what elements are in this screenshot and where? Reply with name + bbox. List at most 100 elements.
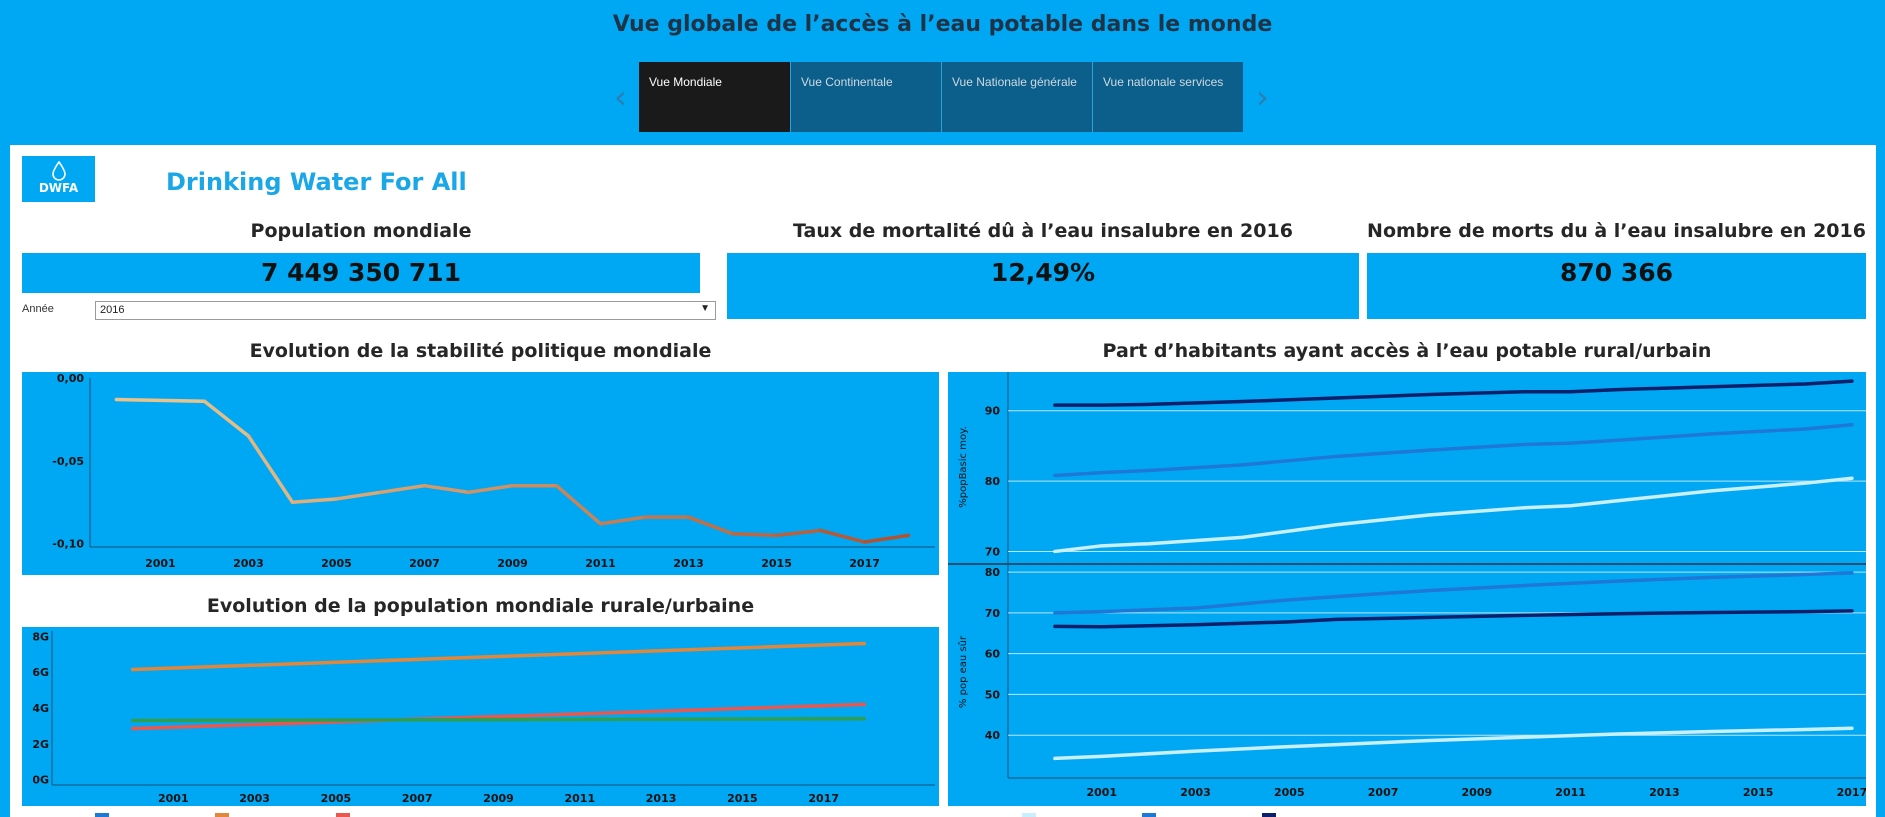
- stability-line-segment: [774, 528, 823, 538]
- tab-vue-continentale[interactable]: Vue Continentale: [790, 62, 941, 132]
- population-series-line: [130, 641, 867, 672]
- stability-line-segment: [598, 515, 647, 526]
- tab-vue-mondiale[interactable]: Vue Mondiale: [639, 62, 790, 132]
- x-tick-label: 2005: [321, 557, 352, 570]
- y-axis-title: %popBasic moy.: [958, 426, 969, 508]
- stability-line-segment: [862, 533, 911, 544]
- stability-chart: 0,00 -0,05 -0,10 2001 2003 2005 2007 2009 2011 20…: [22, 372, 939, 575]
- x-tick-label: 2009: [1462, 786, 1493, 799]
- stability-line-segment: [202, 399, 251, 438]
- kpi-mortality-title: Taux de mortalité dû à l’eau insalubre e…: [793, 220, 1293, 242]
- x-tick-label: 2007: [402, 792, 433, 805]
- brand-name: Drinking Water For All: [166, 168, 467, 196]
- x-tick-label: 2017: [808, 792, 839, 805]
- kpi-population-value: 7 449 350 711: [22, 253, 700, 293]
- y-tick-label: 80: [985, 475, 1001, 488]
- kpi-population-title: Population mondiale: [250, 220, 472, 242]
- y-axis-title: % pop eau sûr: [957, 635, 969, 708]
- x-tick-label: 2013: [1649, 786, 1680, 799]
- chevron-down-icon: ▼: [700, 303, 710, 314]
- tab-vue-nationale-services[interactable]: Vue nationale services: [1092, 62, 1243, 132]
- year-select-value: 2016: [100, 304, 125, 316]
- y-tick-label: 40: [985, 729, 1001, 742]
- access-chart: 90 80 70 %popBasic moy. 80 70 60 50 40 % pop eau …: [948, 372, 1867, 806]
- y-tick-label: 0G: [32, 774, 49, 787]
- y-tick-label: 4G: [32, 702, 49, 715]
- x-tick-label: 2001: [1086, 786, 1117, 799]
- x-tick-label: 2015: [727, 792, 758, 805]
- stability-line-segment: [422, 483, 471, 495]
- stability-line-segment: [378, 483, 427, 495]
- population-series-line: [130, 716, 867, 723]
- population-chart: 8G 6G 4G 2G 0G 2001 2003 2005 2007 2009 2011 2013 20…: [22, 627, 939, 806]
- x-tick-label: 2009: [483, 792, 514, 805]
- stability-line-segment: [730, 531, 779, 538]
- access-series-line: [1053, 609, 1854, 629]
- year-select[interactable]: 2016 ▼: [95, 301, 716, 320]
- y-tick-label: 6G: [32, 666, 49, 679]
- y-tick-label: 70: [985, 545, 1001, 558]
- x-tick-label: 2001: [158, 792, 189, 805]
- stability-line-segment: [818, 528, 867, 544]
- stability-line-segment: [466, 483, 515, 495]
- y-tick-label: 50: [985, 688, 1001, 701]
- water-drop-icon: [51, 161, 66, 181]
- legend-swatch: [1142, 813, 1156, 817]
- y-tick-label: 90: [985, 405, 1001, 418]
- x-tick-label: 2015: [1743, 786, 1774, 799]
- legend-swatch: [1262, 813, 1276, 817]
- kpi-deaths-title: Nombre de morts du à l’eau insalubre en …: [1367, 220, 1866, 242]
- kpi-mortality-value: 12,49%: [727, 253, 1359, 319]
- legend-swatch: [215, 813, 229, 817]
- stability-line-segment: [686, 515, 735, 536]
- access-series-line: [1053, 379, 1854, 407]
- x-tick-label: 2011: [1555, 786, 1586, 799]
- x-tick-label: 2003: [1180, 786, 1211, 799]
- tab-vue-nationale-generale[interactable]: Vue Nationale générale: [941, 62, 1092, 132]
- access-chart-title: Part d’habitants ayant accès à l’eau pot…: [1102, 340, 1712, 362]
- legend-swatch: [336, 813, 350, 817]
- x-tick-label: 2005: [1274, 786, 1305, 799]
- y-tick-label: 70: [985, 607, 1001, 620]
- x-tick-label: 2017: [1837, 786, 1866, 799]
- tab-bar: Vue Mondiale Vue Continentale Vue Nation…: [639, 62, 1243, 132]
- stability-chart-title: Evolution de la stabilité politique mond…: [249, 340, 712, 362]
- x-tick-label: 2005: [321, 792, 352, 805]
- y-tick-label: 8G: [32, 630, 49, 643]
- population-series-line: [130, 702, 867, 731]
- x-tick-label: 2009: [497, 557, 528, 570]
- y-tick-label: 80: [985, 566, 1001, 579]
- x-tick-label: 2015: [761, 557, 792, 570]
- page-title: Vue globale de l’accès à l’eau potable d…: [612, 12, 1273, 37]
- kpi-deaths-value: 870 366: [1367, 253, 1866, 319]
- x-tick-label: 2001: [145, 557, 176, 570]
- x-tick-label: 2013: [673, 557, 704, 570]
- x-tick-label: 2017: [849, 557, 880, 570]
- x-tick-label: 2011: [564, 792, 595, 805]
- x-tick-label: 2003: [233, 557, 264, 570]
- dwfa-logo: DWFA: [22, 156, 95, 202]
- access-series-line: [1053, 726, 1854, 761]
- stability-line-segment: [246, 434, 295, 505]
- access-series-line: [1053, 571, 1854, 615]
- y-tick-label: 0,00: [57, 372, 84, 385]
- x-tick-label: 2011: [585, 557, 616, 570]
- legend-swatch: [1022, 813, 1036, 817]
- stability-line-segment: [334, 490, 383, 501]
- stability-line-segment: [114, 397, 207, 403]
- logo-text: DWFA: [38, 181, 79, 195]
- tab-prev-arrow-icon[interactable]: ‹: [614, 78, 627, 116]
- x-tick-label: 2007: [409, 557, 440, 570]
- x-tick-label: 2013: [646, 792, 677, 805]
- access-series-line: [1053, 476, 1854, 554]
- y-tick-label: 60: [985, 648, 1001, 661]
- access-series-line: [1053, 423, 1854, 478]
- y-tick-label: -0,05: [52, 455, 84, 468]
- stability-line-segment: [290, 497, 339, 505]
- stability-line-segment: [554, 483, 603, 526]
- legend-swatch: [95, 813, 109, 817]
- x-tick-label: 2007: [1368, 786, 1399, 799]
- tab-next-arrow-icon[interactable]: ›: [1256, 78, 1269, 116]
- y-tick-label: -0,10: [52, 538, 84, 551]
- y-tick-label: 2G: [32, 738, 49, 751]
